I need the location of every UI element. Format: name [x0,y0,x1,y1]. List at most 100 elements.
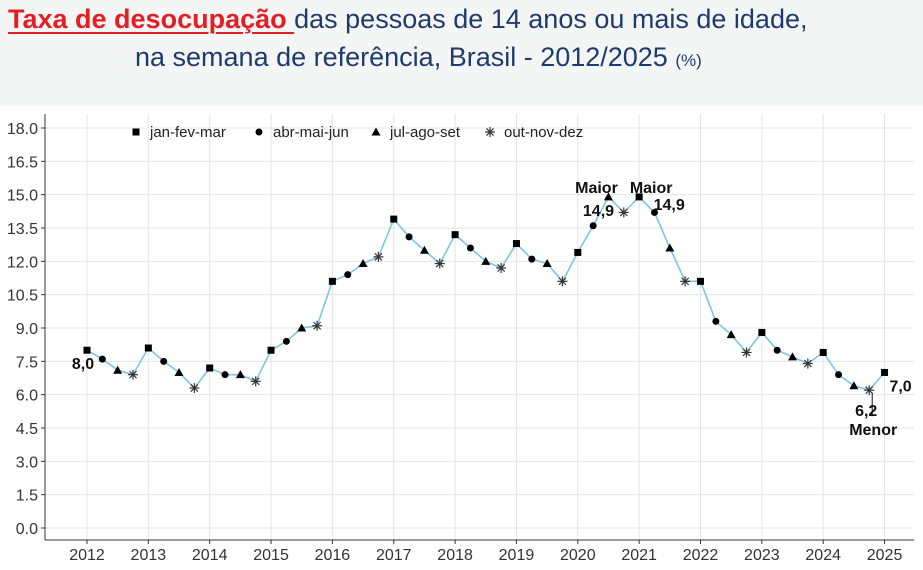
square-marker [83,346,91,354]
asterisk-stroke [251,377,260,386]
data-point [373,251,384,262]
square-marker [206,364,214,372]
y-tick-label: 13.5 [7,221,38,238]
data-point [542,259,552,268]
data-point [758,328,766,336]
data-point [267,346,275,354]
x-tick-label: 2013 [131,547,167,564]
x-tick-label: 2025 [867,547,903,564]
x-tick-label: 2023 [744,547,780,564]
legend-label: out-nov-dez [504,124,583,141]
legend-label: jul-ago-set [389,124,461,141]
data-point [358,259,368,268]
x-tick-label: 2024 [805,547,841,564]
y-tick-label: 18.0 [7,121,38,138]
x-tick-label: 2022 [683,547,719,564]
data-point [496,263,507,273]
y-tick-label: 16.5 [7,154,38,171]
square-marker [574,248,582,256]
data-point [712,317,720,325]
asterisk-stroke [803,359,812,368]
data-point [419,245,429,254]
data-point [434,258,445,269]
data-point [574,248,582,256]
data-point [328,277,336,285]
data-point [589,222,597,230]
triangle-marker [481,256,491,265]
triangle-marker [113,365,123,374]
data-point [726,330,736,339]
data-point [741,347,752,358]
data-point [160,357,168,365]
data-point [773,346,781,354]
legend-label: abr-mai-jun [273,124,349,141]
asterisk-stroke [435,259,444,268]
title-unit: (%) [675,51,702,70]
circle-marker [98,355,106,363]
data-point [466,244,474,252]
asterisk-stroke [129,370,137,379]
data-point [618,207,629,218]
triangle-marker [665,243,675,252]
legend-item: out-nov-dez [485,124,583,141]
square-marker [512,240,520,248]
triangle-marker [297,323,307,332]
data-point [174,367,184,376]
data-point [864,385,875,396]
y-tick-label: 7.5 [16,354,38,371]
data-point [680,276,691,287]
data-point [390,215,398,223]
data-point [344,271,352,279]
title-highlight: Taxa de desocupação [8,4,295,34]
asterisk-stroke [486,128,494,136]
data-annotation: Maior [630,180,673,197]
data-point [297,323,307,332]
triangle-marker [419,245,429,254]
square-marker [132,128,140,136]
markers [83,192,889,396]
circle-marker [255,128,263,136]
legend: jan-fev-mar abr-mai-jun jul-ago-set out-nov… [132,124,583,141]
square-marker [881,368,889,376]
x-tick-label: 2016 [315,547,351,564]
title-rest: das pessoas de 14 anos ou mais de idade, [294,4,808,34]
grid [45,114,914,540]
circle-marker [650,208,658,216]
data-point [819,348,827,356]
data-point [849,381,859,390]
data-point [528,255,536,263]
x-tick-label: 2012 [69,547,105,564]
y-tick-label: 10.5 [7,288,38,305]
square-marker [144,344,152,352]
data-point [512,240,520,248]
data-point [557,276,568,287]
square-marker [819,348,827,356]
data-annotation: 14,9 [583,203,614,220]
data-point [635,193,643,201]
data-point [788,352,798,361]
triangle-marker [371,127,381,136]
data-point [481,256,491,265]
title-line2-text: na semana de referência, Brasil - 2012/2… [135,42,676,72]
triangle-marker [603,192,613,201]
y-tick-label: 9.0 [16,321,38,338]
square-marker [390,215,398,223]
data-point [451,231,459,239]
legend-item: jul-ago-set [371,124,461,141]
asterisk-stroke [558,277,567,286]
data-annotation: Maior [575,180,618,197]
asterisk-stroke [313,321,322,330]
x-tick-label: 2021 [621,547,657,564]
x-tick-label: 2018 [437,547,473,564]
data-annotation: 7,0 [889,378,911,395]
legend-marker [371,127,381,136]
data-annotation: 6,2 [855,403,877,420]
x-tick-label: 2020 [560,547,596,564]
x-tick-label: 2015 [253,547,289,564]
legend-item: abr-mai-jun [255,124,349,141]
title-line-1: Taxa de desocupação das pessoas de 14 an… [8,4,807,35]
x-tick-label: 2014 [192,547,228,564]
legend-marker [485,127,495,137]
circle-marker [589,222,597,230]
